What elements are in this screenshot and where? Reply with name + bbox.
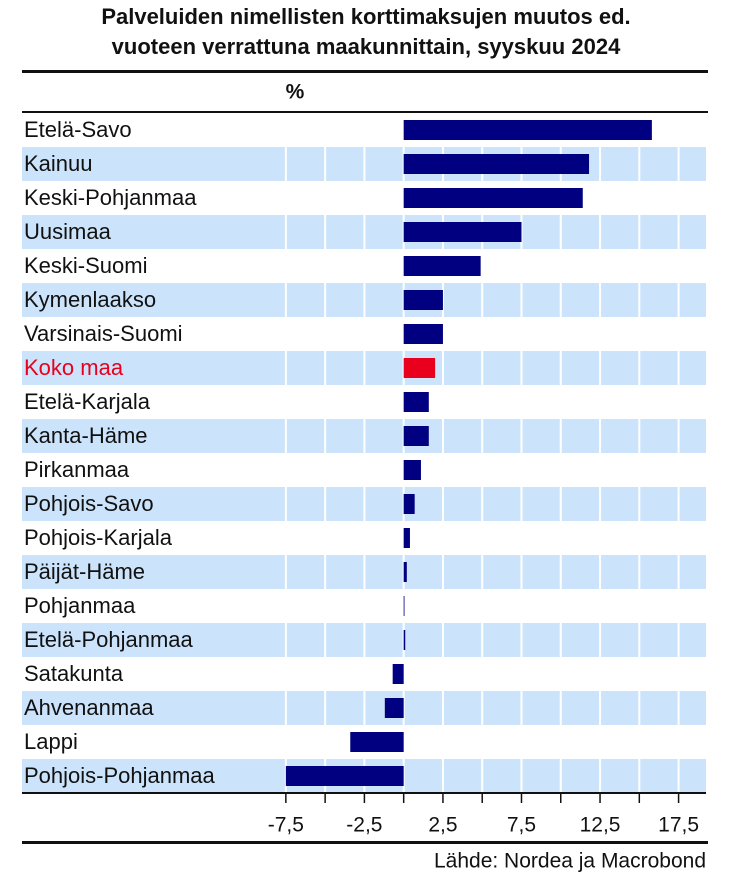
bar [403,256,481,276]
category-label: Keski-Suomi [24,253,147,278]
source: Lähde: Nordea ja Macrobond [434,850,706,873]
category-label: Uusimaa [24,219,112,244]
category-label: Etelä-Savo [24,117,132,142]
bar [403,188,583,208]
x-tick-label: 12,5 [580,814,621,837]
category-label: Kanta-Häme [24,423,148,448]
category-label: Pohjanmaa [24,593,136,618]
category-label: Lappi [24,729,78,754]
x-tick-label: 17,5 [658,814,699,837]
category-label: Päijät-Häme [24,559,145,584]
bar [403,120,652,140]
bar [403,460,421,480]
bar [285,766,404,786]
category-label: Kymenlaakso [24,287,156,312]
rule [22,111,708,113]
bar [403,494,415,514]
category-label: Ahvenanmaa [24,695,154,720]
category-label: Satakunta [24,661,124,686]
category-label: Koko maa [24,355,124,380]
bar [403,426,429,446]
bar [384,698,404,718]
rule [22,70,708,73]
unit-label: % [286,81,305,104]
category-label: Pirkanmaa [24,457,130,482]
bar [403,392,429,412]
bar [403,290,443,310]
bar [403,358,436,378]
x-tick-label: 2,5 [428,814,457,837]
chart-title: vuoteen verrattuna maakunnittain, syysku… [112,34,621,59]
category-label: Kainuu [24,151,93,176]
bar [350,732,404,752]
bar [403,528,410,548]
bar [403,154,590,174]
category-label: Etelä-Pohjanmaa [24,627,194,652]
bar [392,664,404,684]
category-label: Varsinais-Suomi [24,321,183,346]
chart-title: Palveluiden nimellisten korttimaksujen m… [101,4,630,29]
category-label: Keski-Pohjanmaa [24,185,197,210]
x-tick-label: -2,5 [346,814,382,837]
x-tick-label: 7,5 [507,814,536,837]
x-tick-label: -7,5 [268,814,304,837]
bar [403,562,407,582]
category-label: Pohjois-Pohjanmaa [24,763,216,788]
bar [403,222,522,242]
rule [22,841,708,844]
category-label: Etelä-Karjala [24,389,151,414]
category-label: Pohjois-Karjala [24,525,173,550]
bar [403,630,406,650]
bar [403,596,405,616]
bar [403,324,443,344]
category-label: Pohjois-Savo [24,491,154,516]
